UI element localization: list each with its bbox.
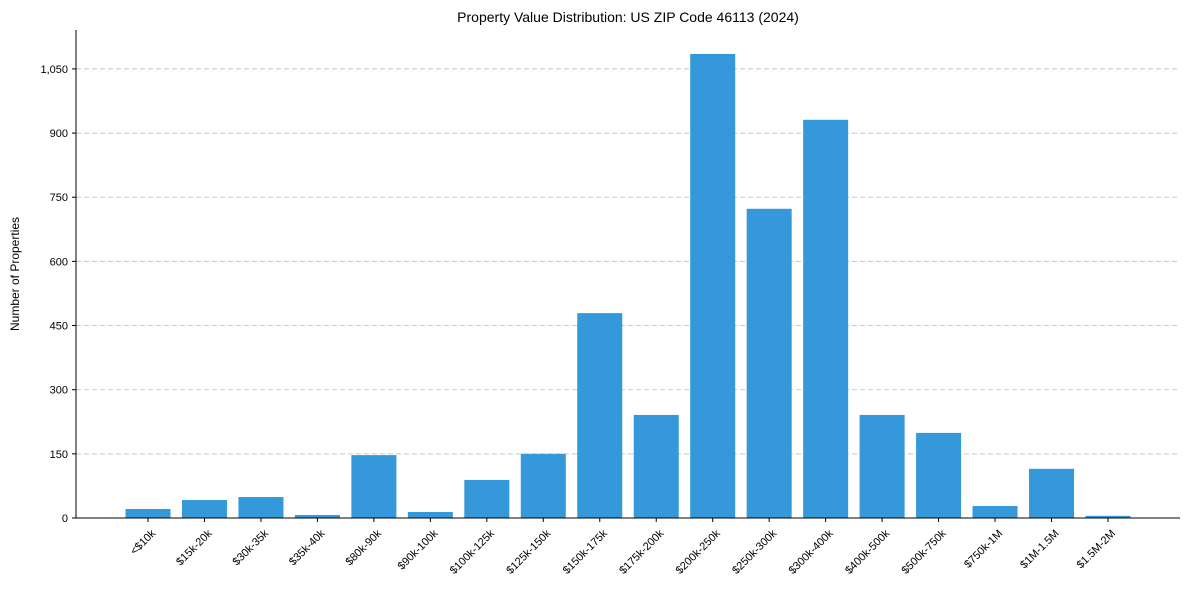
x-tick-label: $15k-20k xyxy=(174,527,215,568)
x-tick-label: $30k-35k xyxy=(231,527,272,568)
bar-$1.5M-2M xyxy=(1085,515,1131,518)
bar-$30k-35k xyxy=(238,497,284,518)
bar-$1M-1.5M xyxy=(1029,468,1075,518)
bar-$400k-500k xyxy=(859,414,905,518)
y-tick-label: 0 xyxy=(62,513,68,525)
x-tick-label: $400k-500k xyxy=(843,527,892,576)
bar-$500k-750k xyxy=(916,432,962,518)
bar-$80k-90k xyxy=(351,455,397,518)
bar-$200k-250k xyxy=(690,53,736,518)
x-tick-label: <$10k xyxy=(128,527,158,557)
x-tick-label: $750k-1M xyxy=(962,528,1005,571)
x-tick-label: $90k-100k xyxy=(396,527,441,572)
x-tick-label: $300k-400k xyxy=(787,527,836,576)
y-tick-label: 750 xyxy=(50,192,68,204)
y-tick-label: 300 xyxy=(50,385,68,397)
bar-$175k-200k xyxy=(633,414,679,518)
bar-$250k-300k xyxy=(746,208,792,519)
bar-$300k-400k xyxy=(803,119,849,518)
bar-$15k-20k xyxy=(181,500,227,518)
chart-title: Property Value Distribution: US ZIP Code… xyxy=(457,9,799,25)
y-axis-label: Number of Properties xyxy=(8,217,22,331)
x-tick-label: $500k-750k xyxy=(900,527,949,576)
x-tick-label: $100k-125k xyxy=(448,527,497,576)
x-tick-label: $125k-150k xyxy=(504,527,553,576)
bar-$90k-100k xyxy=(407,512,453,518)
x-tick-label: $200k-250k xyxy=(674,527,723,576)
bar-$100k-125k xyxy=(464,479,510,518)
x-tick-label: $175k-200k xyxy=(617,527,666,576)
x-tick-label: $35k-40k xyxy=(287,527,328,568)
bar-$125k-150k xyxy=(520,453,566,518)
x-tick-label: $1.5M-2M xyxy=(1075,528,1119,572)
bar-<$10k xyxy=(125,509,171,518)
y-tick-label: 450 xyxy=(50,321,68,333)
x-tick-label: $1M-1.5M xyxy=(1018,528,1062,572)
bar-$150k-175k xyxy=(577,313,623,518)
y-tick-label: 150 xyxy=(50,449,68,461)
y-tick-label: 600 xyxy=(50,256,68,268)
y-tick-label: 1,050 xyxy=(40,64,68,76)
y-tick-label: 900 xyxy=(50,128,68,140)
x-tick-label: $250k-300k xyxy=(730,527,779,576)
x-tick-label: $80k-90k xyxy=(344,527,385,568)
bar-$35k-40k xyxy=(294,515,340,518)
x-tick-label: $150k-175k xyxy=(561,527,610,576)
bar-$750k-1M xyxy=(972,506,1018,518)
